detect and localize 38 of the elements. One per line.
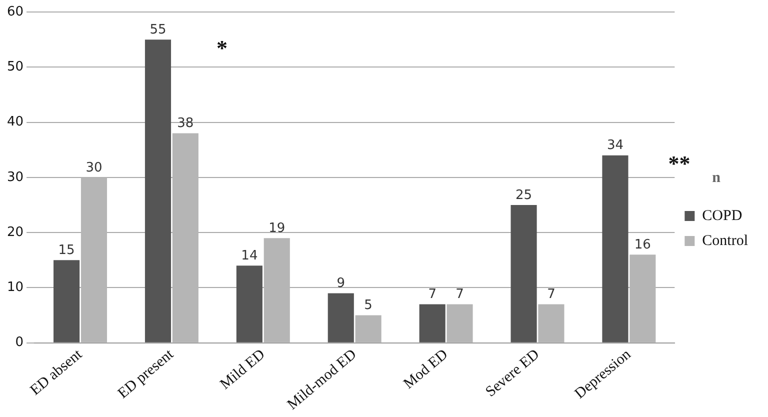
data-label: 30 xyxy=(86,160,102,176)
legend-label: COPD xyxy=(702,208,742,224)
data-label: 38 xyxy=(177,116,194,132)
data-label: 34 xyxy=(606,138,624,154)
bar xyxy=(236,266,262,342)
y-tick-label: 20 xyxy=(6,224,24,240)
legend-title: n xyxy=(712,170,722,186)
data-label: 5 xyxy=(364,298,372,314)
bar xyxy=(419,304,446,342)
x-tick-label: Mild ED xyxy=(217,346,268,393)
bar xyxy=(54,260,80,342)
data-label: 19 xyxy=(268,220,286,236)
bar xyxy=(446,304,473,342)
annotation: ** xyxy=(668,151,690,176)
x-tick-label: Mod ED xyxy=(400,346,452,392)
bar xyxy=(144,40,172,342)
y-tick-label: 50 xyxy=(6,60,24,75)
bar xyxy=(538,304,564,342)
data-label: 55 xyxy=(150,22,166,38)
annotation: * xyxy=(216,35,228,60)
y-tick-label: 0 xyxy=(15,335,24,350)
data-label: 15 xyxy=(58,243,75,258)
data-label: 14 xyxy=(241,248,258,264)
y-tick-label: 60 xyxy=(6,4,24,20)
data-label: 25 xyxy=(516,188,532,203)
bar xyxy=(355,315,382,342)
y-tick-label: 30 xyxy=(6,170,24,185)
y-tick-label: 10 xyxy=(6,280,24,296)
bar xyxy=(328,293,354,342)
y-tick-label: 40 xyxy=(6,114,24,130)
bar xyxy=(510,204,537,342)
data-label: 7 xyxy=(547,287,556,302)
data-label: 16 xyxy=(634,237,651,252)
legend-label: Control xyxy=(702,232,748,249)
data-label: 7 xyxy=(456,287,464,302)
bar xyxy=(602,155,628,342)
data-label: 9 xyxy=(336,276,346,292)
data-label: 7 xyxy=(428,287,436,302)
